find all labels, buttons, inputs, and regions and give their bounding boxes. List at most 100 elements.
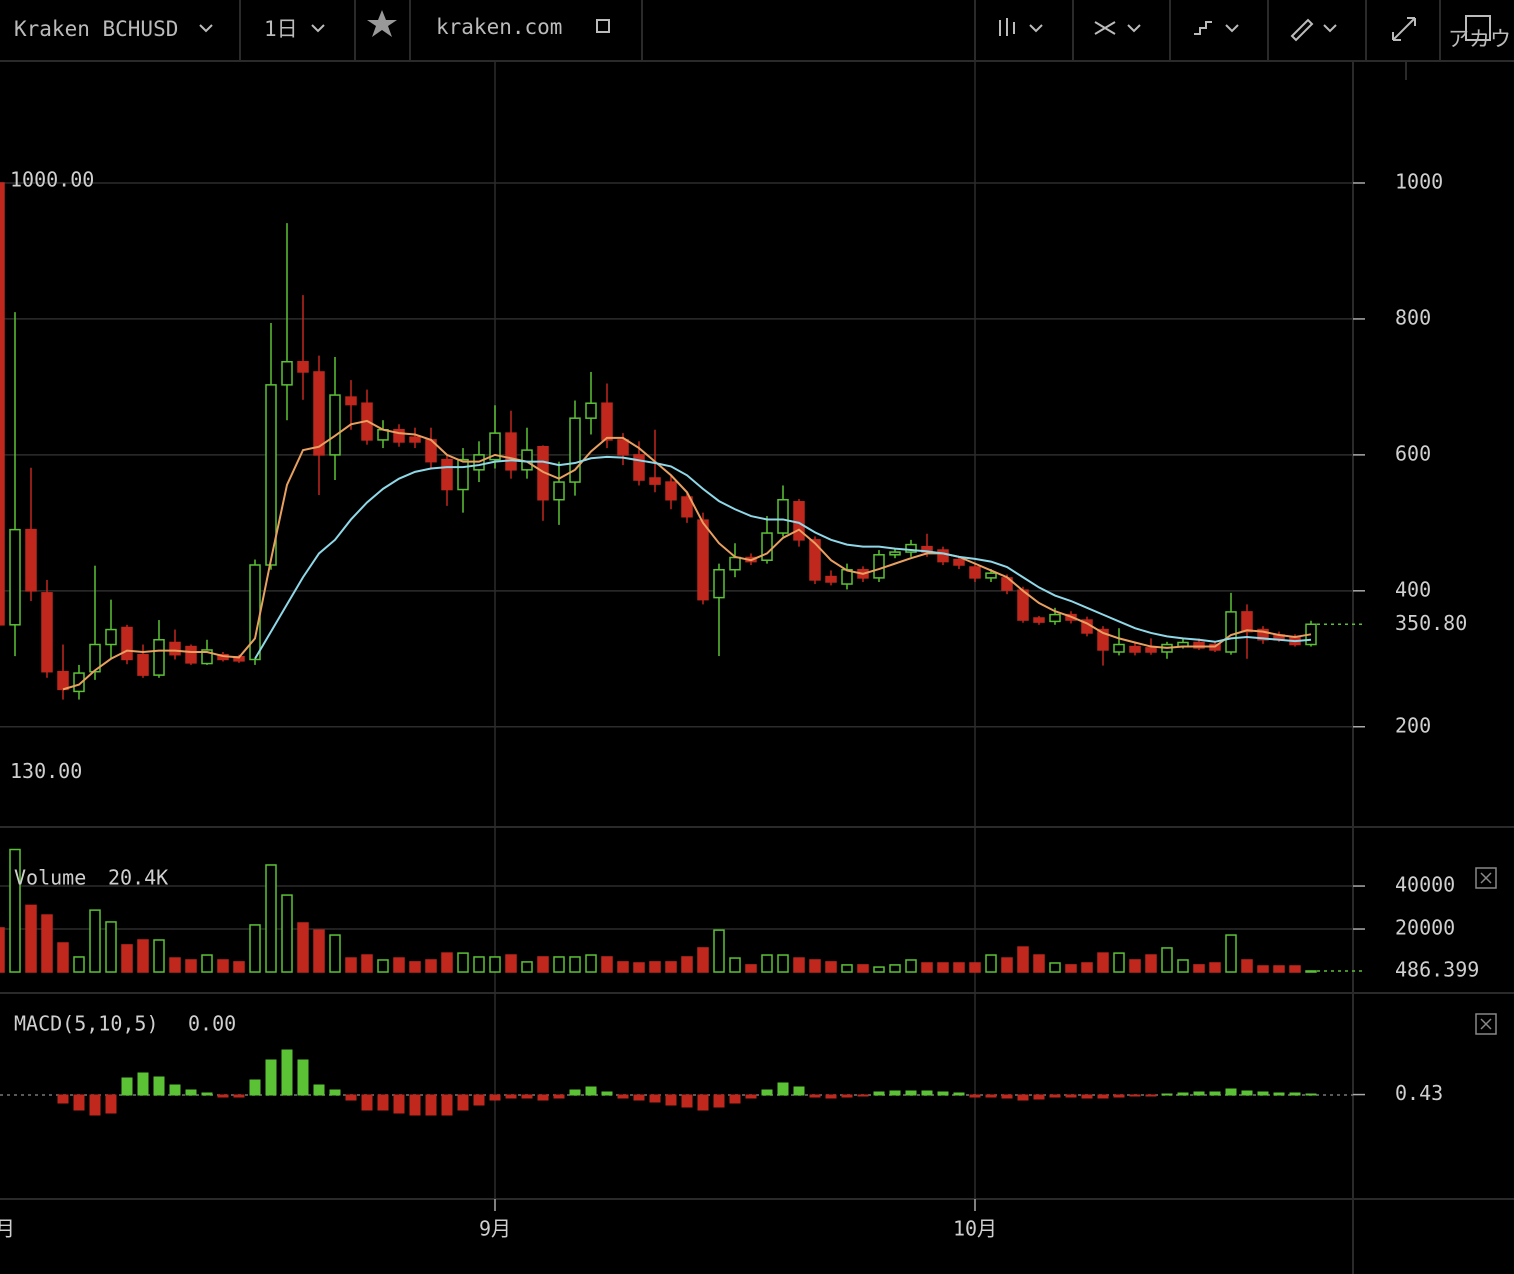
account[interactable]: アカウ [1448, 27, 1511, 51]
volume-bar [505, 954, 517, 973]
volume-bar [1065, 964, 1077, 973]
candle-body [281, 361, 293, 386]
volume-bar [1129, 959, 1141, 973]
candle-body [1225, 611, 1237, 653]
volume-bar [1177, 959, 1189, 973]
close-volume[interactable] [1475, 867, 1497, 889]
macd-bar [1257, 1091, 1269, 1096]
candle-body [617, 439, 629, 456]
volume-bar [281, 894, 293, 973]
volume-bar [1225, 934, 1237, 973]
candle-body [729, 556, 741, 571]
candle-body [121, 626, 133, 661]
favorite-star[interactable] [367, 10, 397, 37]
macd-bar [969, 1094, 981, 1098]
source[interactable]: kraken.com [436, 15, 562, 39]
candle-body [345, 396, 357, 406]
candle-body [969, 566, 981, 579]
close-macd[interactable] [1475, 1013, 1497, 1035]
candle-body [185, 645, 197, 664]
volume-bar [521, 961, 533, 973]
fullscreen-button[interactable] [1392, 17, 1416, 41]
volume-bar [201, 954, 213, 973]
candle-body [1193, 641, 1205, 649]
macd-bar [57, 1094, 69, 1104]
volume-bar [1145, 954, 1157, 973]
macd-bar [1241, 1090, 1253, 1096]
volume-bar [681, 956, 693, 973]
candle-body [553, 481, 565, 501]
volume-bar [41, 914, 53, 973]
macd-bar [825, 1094, 837, 1099]
candle-body [505, 432, 517, 471]
candle-body [601, 402, 613, 441]
y-tick-label: 0.43 [1395, 1081, 1443, 1105]
macd-bar [889, 1090, 901, 1096]
candle-body [793, 501, 805, 541]
volume-bar [409, 961, 421, 973]
candle-body [73, 672, 85, 693]
candle-body [393, 428, 405, 443]
volume-bar [1049, 962, 1061, 973]
pane-title: MACD(5,10,5) [14, 1012, 159, 1036]
volume-bar [937, 962, 949, 973]
candle-body [1113, 643, 1125, 653]
candle-body [0, 182, 5, 626]
volume-bar [441, 952, 453, 973]
volume-bar [809, 959, 821, 973]
volume-bar [73, 956, 85, 973]
volume-bar [905, 959, 917, 973]
candle-body [1257, 628, 1269, 641]
volume-bar [1113, 952, 1125, 973]
external-icon [596, 19, 610, 33]
volume-bar [729, 957, 741, 973]
indicators-button[interactable] [1094, 21, 1141, 35]
candle-body [905, 543, 917, 553]
candle-body [937, 549, 949, 563]
macd-bar [1177, 1092, 1189, 1096]
macd-bar [857, 1094, 869, 1097]
volume-bar [969, 962, 981, 973]
volume-bar [345, 957, 357, 973]
macd-bar [1017, 1094, 1029, 1101]
range-label: 1000.00 [10, 167, 94, 191]
volume-bar [1081, 962, 1093, 973]
candle-body [169, 641, 181, 656]
macd-bar [505, 1094, 517, 1099]
candle-body [953, 558, 965, 566]
macd-bar [121, 1077, 133, 1096]
macd-bar [185, 1089, 197, 1096]
volume-bar [617, 961, 629, 973]
volume-bar [825, 961, 837, 973]
candle-body [777, 498, 789, 534]
volume-bar [489, 956, 501, 973]
volume-bar [1193, 964, 1205, 973]
chart-style-button[interactable] [999, 18, 1043, 36]
draw-button[interactable] [1290, 18, 1337, 42]
volume-bar [793, 957, 805, 973]
macd-bar [681, 1094, 693, 1108]
volume-bar [1273, 965, 1285, 973]
y-tick-label: 200 [1395, 713, 1431, 737]
volume-bar [1305, 970, 1317, 973]
candle-body [457, 458, 469, 491]
candle-body [825, 575, 837, 583]
macd-bar [1113, 1094, 1125, 1098]
macd-bar [921, 1090, 933, 1096]
macd-bar [649, 1094, 661, 1103]
y-tick-label: 400 [1395, 577, 1431, 601]
candle-body [1145, 647, 1157, 653]
candle-body [761, 532, 773, 561]
macd-bar [489, 1094, 501, 1101]
volume-bar [665, 961, 677, 973]
volume-bar [185, 959, 197, 973]
macd-bar [1001, 1094, 1013, 1099]
symbol[interactable]: Kraken BCHUSD [14, 17, 178, 41]
candle-body [665, 481, 677, 501]
macd-bar [281, 1049, 293, 1096]
macd-bar [553, 1094, 565, 1099]
interval[interactable]: 1日 [264, 17, 298, 41]
candle-body [569, 417, 581, 483]
compare-button[interactable] [1194, 21, 1239, 35]
candle-body [889, 551, 901, 556]
